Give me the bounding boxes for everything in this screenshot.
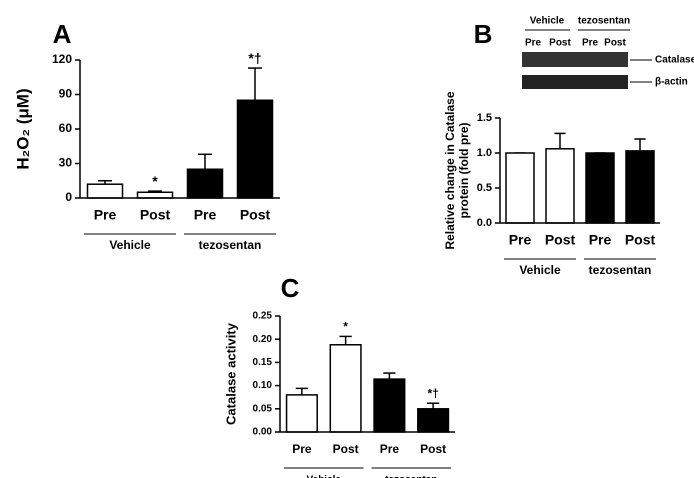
panel-label: A bbox=[53, 19, 72, 49]
y-tick-label: 0.00 bbox=[253, 427, 273, 438]
x-tick-label: Pre bbox=[380, 442, 400, 456]
blot-band-label: Catalase bbox=[655, 55, 694, 66]
y-axis-label: Catalase activity bbox=[223, 322, 238, 425]
group-label: tezosentan bbox=[589, 263, 652, 277]
bar bbox=[329, 344, 362, 433]
y-tick-label: 60 bbox=[59, 121, 73, 135]
blot-group: Vehicle bbox=[530, 16, 565, 27]
y-tick-label: 1.0 bbox=[477, 147, 492, 159]
y-axis-label: Relative change in Catalase bbox=[443, 91, 457, 249]
group-label: Vehicle bbox=[109, 238, 151, 252]
x-tick-label: Post bbox=[545, 232, 576, 248]
x-tick-label: Pre bbox=[292, 442, 312, 456]
y-tick-label: 120 bbox=[52, 52, 72, 66]
bar bbox=[86, 183, 124, 199]
x-tick-label: Post bbox=[333, 442, 359, 456]
blot-lane: Post bbox=[549, 38, 571, 49]
bar bbox=[505, 152, 535, 224]
x-tick-label: Post bbox=[140, 207, 171, 223]
blot-band bbox=[522, 75, 628, 89]
y-tick-label: 0.20 bbox=[253, 334, 273, 345]
bar bbox=[625, 150, 655, 224]
y-tick-label: 0.0 bbox=[477, 217, 492, 229]
annotation: * bbox=[343, 320, 348, 334]
y-tick-label: 1.5 bbox=[477, 112, 492, 124]
bar bbox=[186, 168, 224, 199]
panel-label: C bbox=[281, 273, 300, 303]
x-tick-label: Post bbox=[625, 232, 656, 248]
bar bbox=[136, 191, 174, 199]
annotation: *† bbox=[248, 50, 261, 66]
x-tick-label: Pre bbox=[509, 232, 532, 248]
panel-label: B bbox=[474, 19, 493, 49]
blot-band bbox=[522, 52, 628, 67]
y-tick-label: 0.5 bbox=[477, 182, 492, 194]
blot-group: tezosentan bbox=[578, 16, 630, 27]
group-label: Vehicle bbox=[307, 475, 342, 478]
group-label: tezosentan bbox=[385, 475, 437, 478]
annotation: *† bbox=[427, 386, 438, 400]
y-tick-label: 90 bbox=[59, 87, 73, 101]
y-tick-label: 0.25 bbox=[253, 311, 273, 322]
bar bbox=[545, 148, 575, 224]
y-tick-label: 30 bbox=[59, 156, 73, 170]
x-tick-label: Pre bbox=[589, 232, 612, 248]
x-tick-label: Post bbox=[240, 207, 271, 223]
bar bbox=[585, 152, 615, 224]
y-tick-label: 0.05 bbox=[253, 403, 273, 414]
y-axis-label: protein (fold pre) bbox=[457, 123, 471, 219]
blot-lane: Pre bbox=[582, 38, 599, 49]
group-label: Vehicle bbox=[519, 263, 561, 277]
bar bbox=[285, 394, 318, 433]
x-tick-label: Pre bbox=[194, 207, 217, 223]
blot-lane: Post bbox=[604, 38, 626, 49]
y-axis-label: H₂O₂ (μM) bbox=[13, 88, 32, 169]
y-tick-label: 0.10 bbox=[253, 380, 273, 391]
blot-lane: Pre bbox=[525, 38, 542, 49]
x-tick-label: Pre bbox=[94, 207, 117, 223]
annotation: * bbox=[152, 173, 158, 189]
bar bbox=[417, 408, 450, 433]
x-tick-label: Post bbox=[420, 442, 446, 456]
bar bbox=[373, 378, 406, 433]
y-tick-label: 0 bbox=[65, 190, 72, 204]
bar bbox=[236, 99, 274, 199]
y-tick-label: 0.15 bbox=[253, 357, 273, 368]
blot-band-label: β-actin bbox=[655, 77, 688, 88]
group-label: tezosentan bbox=[199, 238, 262, 252]
